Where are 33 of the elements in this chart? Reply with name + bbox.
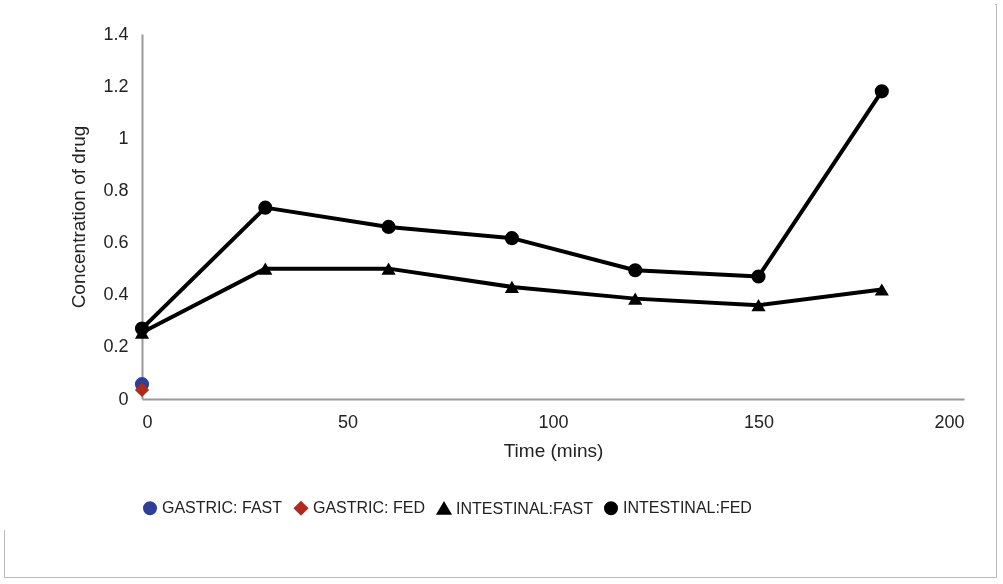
y-axis-title: Concentration of drug bbox=[68, 125, 90, 309]
point bbox=[134, 382, 150, 397]
y-tick-label: 0.2 bbox=[103, 336, 129, 357]
point bbox=[258, 262, 273, 275]
legend-label: GASTRIC: FAST bbox=[162, 499, 283, 517]
y-tick-label: 0.6 bbox=[103, 232, 129, 253]
point bbox=[258, 200, 273, 215]
point bbox=[874, 84, 889, 99]
y-tick-label: 0.8 bbox=[103, 179, 129, 200]
x-axis-title: Time (mins) bbox=[503, 439, 604, 461]
x-tick-label: 0 bbox=[142, 411, 153, 432]
x-tick-label: 150 bbox=[743, 411, 775, 432]
legend-label: INTESTINAL:FAST bbox=[456, 499, 594, 517]
point bbox=[751, 299, 766, 312]
point bbox=[134, 321, 150, 336]
point bbox=[381, 262, 396, 275]
y-tick-label: 0 bbox=[118, 388, 129, 409]
point bbox=[628, 263, 643, 278]
legend-label: INTESTINAL:FED bbox=[623, 499, 752, 517]
point bbox=[874, 283, 889, 296]
x-tick-label: 100 bbox=[538, 411, 569, 432]
point bbox=[504, 280, 519, 294]
point bbox=[504, 231, 519, 246]
y-tick-label: 1 bbox=[118, 127, 129, 148]
y-tick-label: 1.2 bbox=[103, 75, 129, 96]
y-tick-label: 0.4 bbox=[103, 284, 129, 305]
x-tick-label: 50 bbox=[337, 411, 359, 432]
point bbox=[628, 292, 643, 305]
point bbox=[751, 269, 766, 284]
x-tick-label: 200 bbox=[934, 411, 965, 432]
legend-label: GASTRIC: FED bbox=[313, 499, 426, 517]
point bbox=[381, 219, 396, 234]
y-tick-label: 1.4 bbox=[103, 23, 129, 44]
